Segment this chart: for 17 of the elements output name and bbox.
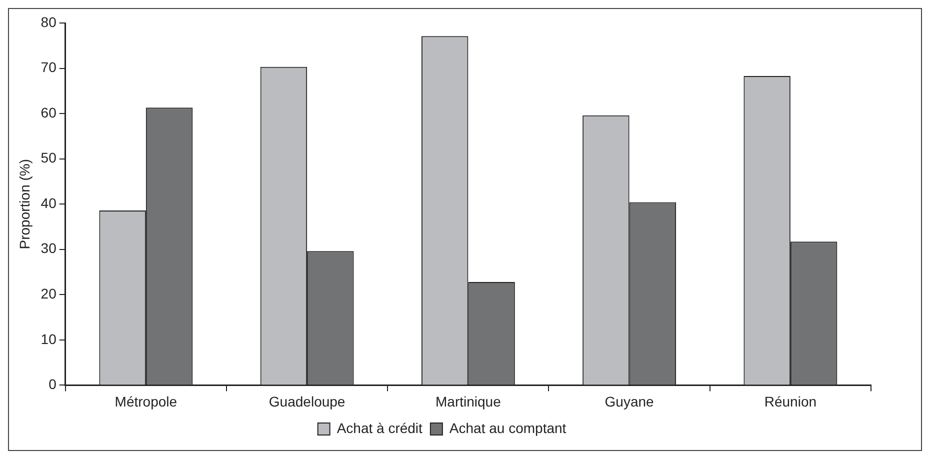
x-tick-label: Guadeloupe [268,393,346,410]
x-tick-label: Martinique [436,393,502,410]
legend-label: Achat à crédit [336,420,423,436]
y-tick-label: 70 [40,59,57,76]
x-tick-label: Réunion [764,393,817,410]
y-tick-label: 20 [40,286,57,302]
y-axis-title: Proportion (%) [16,158,32,250]
legend-label: Achat au comptant [449,420,566,436]
y-tick-label: 10 [40,330,57,347]
y-tick-label: 40 [40,194,57,211]
y-tick-label: 30 [40,240,57,256]
x-tick-label: Guyane [604,393,654,410]
y-tick-label: 80 [40,14,57,30]
x-tick-label: Métropole [114,393,178,410]
y-tick-label: 50 [40,150,57,166]
y-tick-label: 60 [40,104,57,120]
y-tick-label: 0 [48,376,57,392]
